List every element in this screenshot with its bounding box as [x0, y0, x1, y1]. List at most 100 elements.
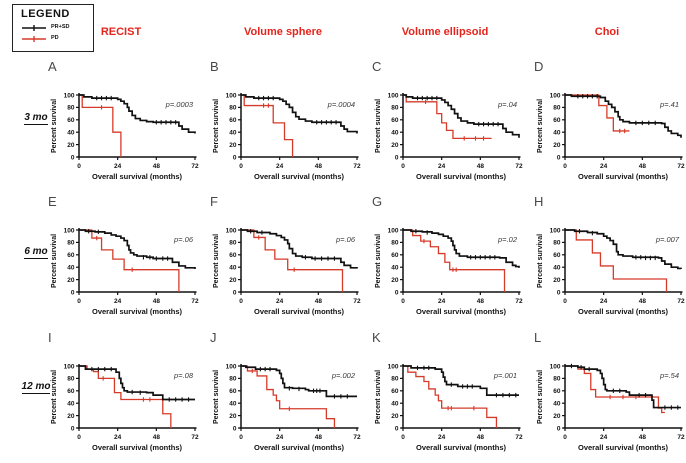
curve-pd [79, 229, 180, 292]
curve-pd [403, 229, 506, 292]
x-tick-label: 0 [563, 434, 567, 441]
panel-letter: F [210, 194, 218, 209]
legend-box: LEGEND PR+SD PD [12, 4, 94, 52]
y-tick-label: 0 [71, 154, 75, 161]
x-tick-label: 72 [515, 298, 523, 305]
y-axis-title: Percent survival [213, 234, 220, 288]
y-tick-label: 80 [67, 105, 75, 112]
y-tick-label: 80 [553, 105, 561, 112]
km-plot-L: Lp=.54 0 20 40 60 80 100 0 24 48 72 Percent surviva… [534, 330, 685, 452]
x-tick-label: 0 [401, 163, 405, 170]
x-axis-title: Overall survival (months) [254, 443, 345, 452]
legend-item-pd: PD [21, 34, 93, 42]
y-tick-label: 20 [553, 277, 561, 284]
panel-letter: A [48, 59, 57, 74]
prsd-line-icon [22, 24, 46, 31]
y-tick-label: 40 [229, 265, 237, 272]
x-tick-label: 48 [639, 298, 647, 305]
x-tick-label: 24 [438, 298, 446, 305]
curve-pd [241, 229, 344, 292]
curve-pr-sd [79, 229, 196, 270]
p-value-label: p=.06 [335, 235, 356, 244]
legend-item-prsd: PR+SD [21, 23, 93, 31]
row-label-12mo: 12 mo [21, 381, 51, 394]
x-tick-label: 48 [477, 298, 485, 305]
x-tick-label: 24 [438, 434, 446, 441]
y-axis-title: Percent survival [213, 99, 220, 153]
curve-pd [241, 94, 294, 157]
x-tick-label: 24 [276, 163, 284, 170]
curve-pr-sd [565, 229, 682, 270]
y-tick-label: 60 [67, 388, 75, 395]
y-tick-label: 40 [553, 401, 561, 408]
curve-pr-sd [565, 365, 681, 409]
x-axis-title: Overall survival (months) [92, 307, 183, 316]
x-tick-label: 72 [191, 434, 199, 441]
x-tick-label: 72 [353, 163, 361, 170]
curve-pr-sd [403, 365, 519, 396]
p-value-label: p=.08 [173, 371, 194, 380]
km-plot-I: Ip=.08 0 20 40 60 80 100 0 24 48 72 Percent surviva… [48, 330, 199, 452]
km-plot-B: Bp=.0004 0 20 40 60 80 100 0 24 48 72 Percent survi… [210, 59, 361, 181]
p-value-label: p=.54 [659, 371, 679, 380]
x-axis-title: Overall survival (months) [92, 443, 183, 452]
y-tick-label: 40 [553, 265, 561, 272]
y-tick-label: 20 [229, 277, 237, 284]
y-tick-label: 40 [67, 401, 75, 408]
y-axis-title: Percent survival [375, 99, 382, 153]
curve-pd [403, 94, 492, 140]
y-tick-label: 80 [67, 240, 75, 247]
x-tick-label: 72 [191, 163, 199, 170]
panel-letter: H [534, 194, 543, 209]
y-axis-title: Percent survival [375, 234, 382, 288]
km-plot-A: Ap=.0003 0 20 40 60 80 100 0 24 48 72 Percent survi… [48, 59, 199, 181]
y-tick-label: 0 [233, 289, 237, 296]
y-tick-label: 0 [233, 425, 237, 432]
p-value-label: p=.0004 [327, 100, 355, 109]
y-tick-label: 60 [391, 117, 399, 124]
x-tick-label: 48 [639, 434, 647, 441]
curve-pr-sd [241, 365, 357, 398]
y-tick-label: 20 [229, 413, 237, 420]
x-axis-title: Overall survival (months) [416, 172, 507, 181]
y-tick-label: 100 [226, 363, 237, 370]
panel-letter: B [210, 59, 219, 74]
x-tick-label: 72 [191, 298, 199, 305]
y-tick-label: 0 [71, 425, 75, 432]
y-tick-label: 60 [67, 252, 75, 259]
km-plot-G: Gp=.02 0 20 40 60 80 100 0 24 48 72 Percent surviva… [372, 194, 523, 316]
y-tick-label: 80 [229, 240, 237, 247]
y-tick-label: 100 [226, 227, 237, 234]
curve-pd [241, 365, 336, 428]
y-tick-label: 40 [67, 130, 75, 137]
y-tick-label: 80 [553, 376, 561, 383]
p-value-label: p=.002 [331, 371, 356, 380]
y-tick-label: 0 [557, 154, 561, 161]
y-tick-label: 40 [229, 130, 237, 137]
y-tick-label: 0 [557, 425, 561, 432]
p-value-label: p=.001 [493, 371, 517, 380]
p-value-label: p=.41 [659, 100, 679, 109]
x-tick-label: 72 [515, 434, 523, 441]
x-tick-label: 0 [401, 434, 405, 441]
y-tick-label: 40 [67, 265, 75, 272]
p-value-label: p=.06 [173, 235, 194, 244]
curve-pd [565, 365, 665, 414]
y-tick-label: 40 [391, 265, 399, 272]
y-tick-label: 60 [553, 252, 561, 259]
y-tick-label: 20 [67, 142, 75, 149]
x-tick-label: 24 [114, 163, 122, 170]
y-axis-title: Percent survival [537, 370, 544, 424]
row-label-6mo: 6 mo [24, 246, 48, 259]
y-tick-label: 20 [391, 142, 399, 149]
y-tick-label: 60 [67, 117, 75, 124]
y-tick-label: 20 [67, 277, 75, 284]
y-tick-label: 0 [395, 425, 399, 432]
curve-pd [79, 94, 122, 157]
x-tick-label: 0 [77, 298, 81, 305]
x-axis-title: Overall survival (months) [578, 443, 669, 452]
y-tick-label: 100 [64, 92, 75, 99]
legend-title: LEGEND [21, 8, 70, 20]
y-tick-label: 20 [391, 277, 399, 284]
y-tick-label: 20 [391, 413, 399, 420]
